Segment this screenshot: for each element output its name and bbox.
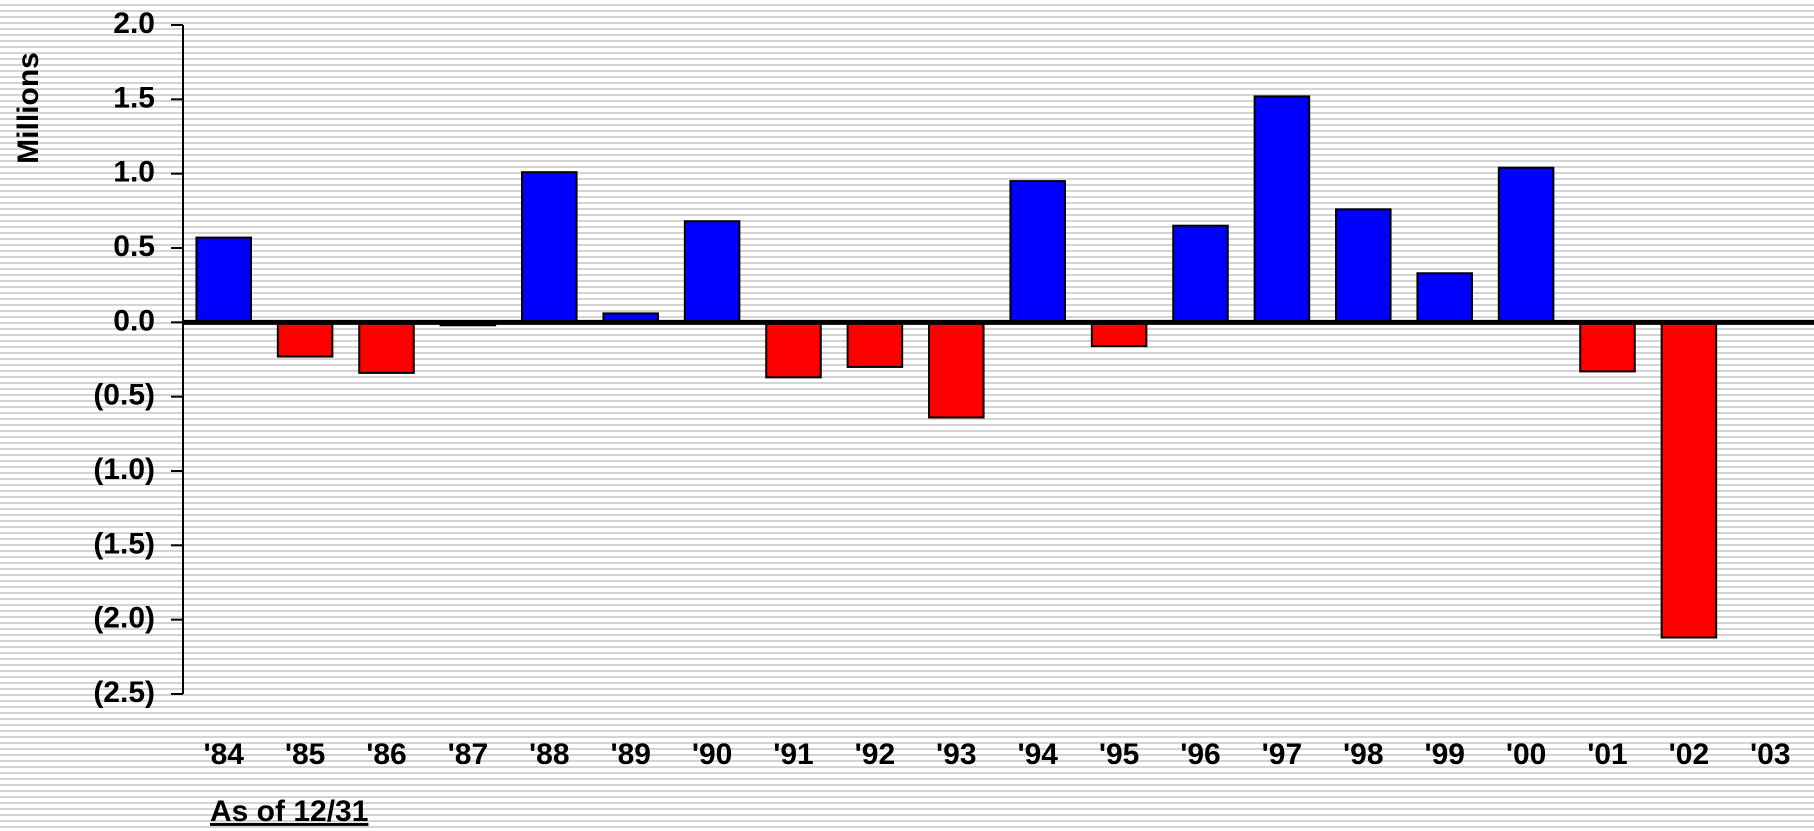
y-tick-label: 2.0	[113, 7, 155, 40]
x-tick-label: '84	[203, 738, 244, 771]
bar	[1660, 321, 1718, 639]
x-tick-label: '91	[773, 738, 814, 771]
bar	[1335, 208, 1392, 324]
x-tick-label: '96	[1180, 738, 1221, 771]
x-tick-label: '85	[285, 738, 326, 771]
bar	[1497, 166, 1555, 324]
bar	[1009, 180, 1066, 324]
y-tick-label: 0.0	[113, 304, 155, 337]
x-note: As of 12/31	[210, 795, 368, 828]
x-tick-label: '98	[1343, 738, 1384, 771]
x-tick-label: '87	[448, 738, 489, 771]
bar	[683, 220, 741, 324]
bar	[1416, 272, 1473, 324]
x-tick-label: '92	[855, 738, 896, 771]
x-tick-label: '01	[1587, 738, 1628, 771]
x-tick-label: '99	[1424, 738, 1465, 771]
bar	[276, 321, 334, 358]
x-tick-label: '89	[610, 738, 651, 771]
bar	[521, 171, 578, 324]
y-axis-title: Millions	[12, 52, 45, 164]
y-tick-label: (2.5)	[93, 676, 155, 709]
x-tick-label: '94	[1017, 738, 1058, 771]
bar	[195, 236, 252, 324]
bar	[1090, 321, 1148, 348]
bar	[358, 321, 415, 374]
bar	[765, 321, 822, 379]
y-tick-label: (0.5)	[93, 379, 155, 412]
bar	[1253, 95, 1311, 324]
x-tick-label: '95	[1099, 738, 1140, 771]
bar	[928, 321, 985, 419]
y-tick-label: (1.5)	[93, 527, 155, 560]
y-tick-label: 1.0	[113, 156, 155, 189]
y-tick-label: 0.5	[113, 230, 155, 263]
x-tick-label: '90	[692, 738, 733, 771]
x-tick-label: '03	[1750, 738, 1791, 771]
x-tick-label: '97	[1262, 738, 1303, 771]
y-tick-label: 1.5	[113, 81, 155, 114]
x-tick-label: '88	[529, 738, 570, 771]
bar	[1579, 321, 1636, 373]
x-tick-label: '02	[1669, 738, 1710, 771]
x-tick-label: '93	[936, 738, 977, 771]
y-tick-label: (1.0)	[93, 453, 155, 486]
bar	[846, 321, 904, 368]
x-tick-label: '86	[366, 738, 407, 771]
y-tick-label: (2.0)	[93, 602, 155, 635]
bar	[1172, 224, 1229, 324]
x-tick-label: '00	[1506, 738, 1547, 771]
